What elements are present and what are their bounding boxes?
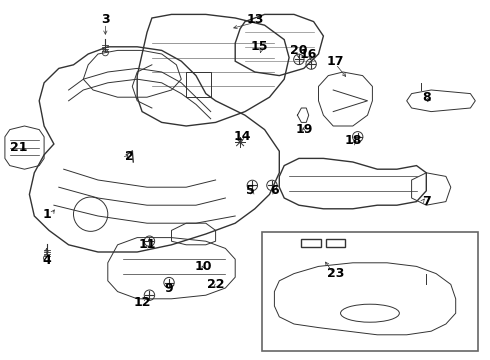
Text: 19: 19 bbox=[295, 123, 313, 136]
Bar bbox=[262, 232, 478, 351]
Bar bbox=[301, 239, 321, 247]
Text: 6: 6 bbox=[270, 184, 279, 197]
Text: 22: 22 bbox=[207, 278, 224, 291]
Text: 18: 18 bbox=[344, 134, 362, 147]
Text: 15: 15 bbox=[251, 40, 269, 53]
Text: 4: 4 bbox=[42, 255, 51, 267]
Text: 21: 21 bbox=[10, 141, 27, 154]
Text: 5: 5 bbox=[245, 184, 254, 197]
Text: 14: 14 bbox=[234, 130, 251, 143]
Text: 20: 20 bbox=[290, 44, 308, 57]
Bar bbox=[326, 239, 345, 247]
Text: 2: 2 bbox=[125, 150, 134, 163]
Text: 17: 17 bbox=[327, 55, 344, 68]
Text: 11: 11 bbox=[138, 238, 156, 251]
Text: 23: 23 bbox=[327, 267, 344, 280]
Text: 3: 3 bbox=[101, 13, 110, 26]
Text: 16: 16 bbox=[300, 48, 318, 60]
Text: 8: 8 bbox=[422, 91, 431, 104]
Text: 13: 13 bbox=[246, 13, 264, 26]
Text: 9: 9 bbox=[165, 282, 173, 294]
Text: 7: 7 bbox=[422, 195, 431, 208]
Text: 1: 1 bbox=[42, 208, 51, 221]
Text: 12: 12 bbox=[133, 296, 151, 309]
Text: 10: 10 bbox=[195, 260, 212, 273]
